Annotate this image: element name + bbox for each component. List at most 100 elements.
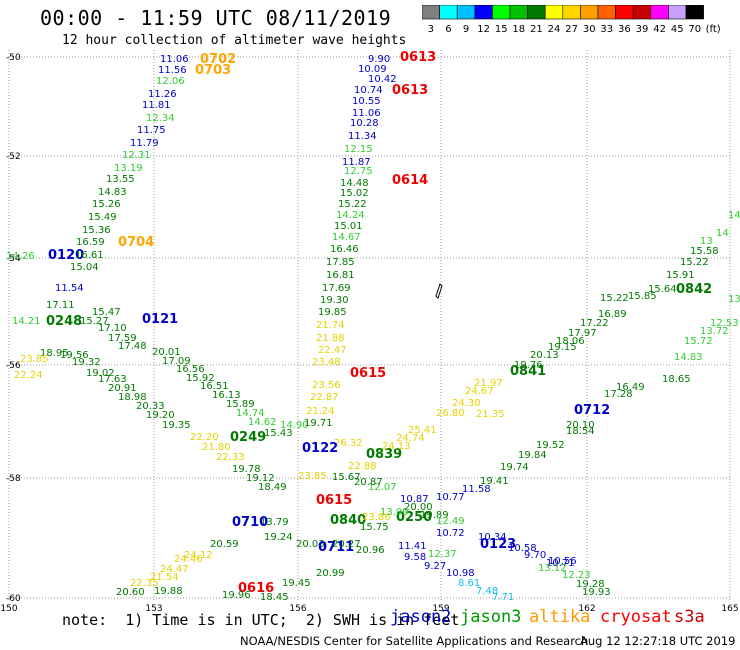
wave-height-reading: 17.97	[568, 328, 597, 339]
colorbar-tick: 3	[428, 24, 434, 35]
legend-cryosat: cryosat	[600, 607, 672, 627]
wave-height-reading: 15.75	[360, 522, 389, 533]
wave-height-reading: 15.02	[340, 188, 369, 199]
generated-timestamp: Aug 12 12:27:18 UTC 2019	[580, 634, 736, 648]
wave-height-reading: 24.67	[465, 386, 494, 397]
pass-time-label: 0616	[238, 581, 274, 596]
wave-height-reading: 20.59	[210, 539, 239, 550]
colorbar-tick: 21	[530, 24, 543, 35]
lat-label: -52	[6, 152, 21, 162]
pass-time-label: 0120	[48, 248, 84, 263]
wave-height-reading: 16.59	[76, 237, 105, 248]
wave-height-reading: 12.75	[344, 166, 373, 177]
wave-height-reading: 15.22	[680, 257, 709, 268]
wave-height-reading: 22.47	[318, 345, 347, 356]
wave-height-reading: 23.56	[312, 380, 341, 391]
wave-height-reading: 15.85	[628, 291, 657, 302]
wave-height-reading: 19.96	[222, 590, 251, 601]
wave-height-reading: 9.70	[524, 550, 546, 561]
wave-height-reading: 18.45	[260, 592, 289, 603]
wave-height-reading: 26.32	[334, 438, 363, 449]
pass-time-label: 0711	[318, 540, 354, 555]
wave-height-reading: 23.86	[362, 512, 391, 523]
wave-height-reading: 22.88	[348, 461, 377, 472]
lon-label: 159	[432, 604, 449, 614]
wave-height-reading: 22.33	[216, 452, 245, 463]
wave-height-reading: 13.46	[728, 294, 740, 305]
wave-height-reading: 24.13	[382, 441, 411, 452]
wave-height-reading: 20.91	[108, 383, 137, 394]
wave-height-reading: 10.72	[436, 528, 465, 539]
lon-label: 153	[145, 604, 162, 614]
wave-height-reading: 19.71	[304, 418, 333, 429]
wave-height-reading: 10.56	[548, 556, 577, 567]
colorbar-tick: 9	[463, 24, 469, 35]
wave-height-reading: 15.92	[186, 373, 215, 384]
wave-height-reading: 15.89	[226, 399, 255, 410]
wave-height-reading: 19.45	[282, 578, 311, 589]
wave-height-reading: 16.81	[326, 270, 355, 281]
wave-height-reading: 20.27	[332, 539, 361, 550]
wave-height-reading: 19.74	[500, 462, 529, 473]
wave-height-reading: 24.30	[452, 398, 481, 409]
colorbar-tick: 18	[512, 24, 525, 35]
wave-height-reading: 22.35	[130, 578, 159, 589]
pass-time-label: 0249	[230, 430, 266, 445]
wave-height-reading: 11.79	[130, 138, 159, 149]
lat-label: -56	[6, 361, 21, 371]
wave-height-reading: 21.88	[316, 333, 345, 344]
island-shape	[435, 283, 443, 299]
wave-height-reading: 24.12	[184, 550, 213, 561]
wave-height-reading: 19.41	[480, 476, 509, 487]
wave-height-reading: 11.54	[55, 283, 84, 294]
wave-height-reading: 19.12	[246, 473, 275, 484]
wave-height-reading: 13.55	[106, 174, 135, 185]
wave-height-reading: 23.48	[312, 357, 341, 368]
wave-height-reading: 20.01	[152, 347, 181, 358]
wave-height-reading: 18.06	[556, 336, 585, 347]
colorbar-swatch	[685, 5, 704, 20]
wave-height-reading: 23.85	[20, 354, 49, 365]
wave-height-reading: 19.76	[514, 360, 543, 371]
wave-height-reading: 10.71	[546, 558, 575, 569]
wave-height-reading: 19.24	[264, 532, 293, 543]
wave-height-reading: 11.26	[148, 89, 177, 100]
lat-label: -60	[6, 594, 21, 604]
wave-height-reading: 13.12	[538, 563, 567, 574]
wave-height-reading: 20.96	[356, 545, 385, 556]
wave-height-reading: 19.32	[72, 357, 101, 368]
legend-altika: altika	[529, 607, 591, 627]
wave-height-reading: 21.24	[306, 406, 335, 417]
pass-time-label: 0840	[330, 513, 366, 528]
wave-height-reading: 11.87	[342, 157, 371, 168]
wave-height-reading: 12.37	[428, 549, 457, 560]
wave-height-reading: 11.75	[137, 125, 166, 136]
wave-height-reading: 10.34	[478, 532, 507, 543]
wave-height-reading: 22.24	[14, 370, 43, 381]
pass-time-label: 0250	[396, 510, 432, 525]
wave-height-reading: 13.19	[114, 163, 143, 174]
wave-height-reading: 20.60	[116, 587, 145, 598]
wave-height-reading: 15.43	[264, 428, 293, 439]
wave-height-reading: 12.31	[122, 150, 151, 161]
wave-height-reading: 19.85	[318, 307, 347, 318]
lon-label: 156	[289, 604, 306, 614]
colorbar-tick: 12	[477, 24, 490, 35]
wave-height-reading: 16.89	[598, 309, 627, 320]
wave-height-reading: 14.67	[332, 232, 361, 243]
wave-height-reading: 16.51	[200, 381, 229, 392]
pass-time-label: 0703	[195, 63, 231, 78]
legend-jason3: jason3	[460, 607, 522, 627]
wave-height-reading: 12.07	[368, 482, 397, 493]
wave-height-reading: 16.61	[75, 250, 104, 261]
wave-height-reading: 14	[716, 228, 729, 239]
wave-height-reading: 22.20	[190, 432, 219, 443]
wave-height-reading: 12.15	[344, 144, 373, 155]
pass-time-label: 0839	[366, 447, 402, 462]
wave-height-reading: 22.87	[310, 392, 339, 403]
wave-height-reading: 11.34	[348, 131, 377, 142]
wave-height-reading: 17.48	[118, 341, 147, 352]
wave-height-reading: 24.47	[160, 564, 189, 575]
wave-height-reading: 21.35	[476, 409, 505, 420]
pass-time-label: 0704	[118, 235, 154, 250]
